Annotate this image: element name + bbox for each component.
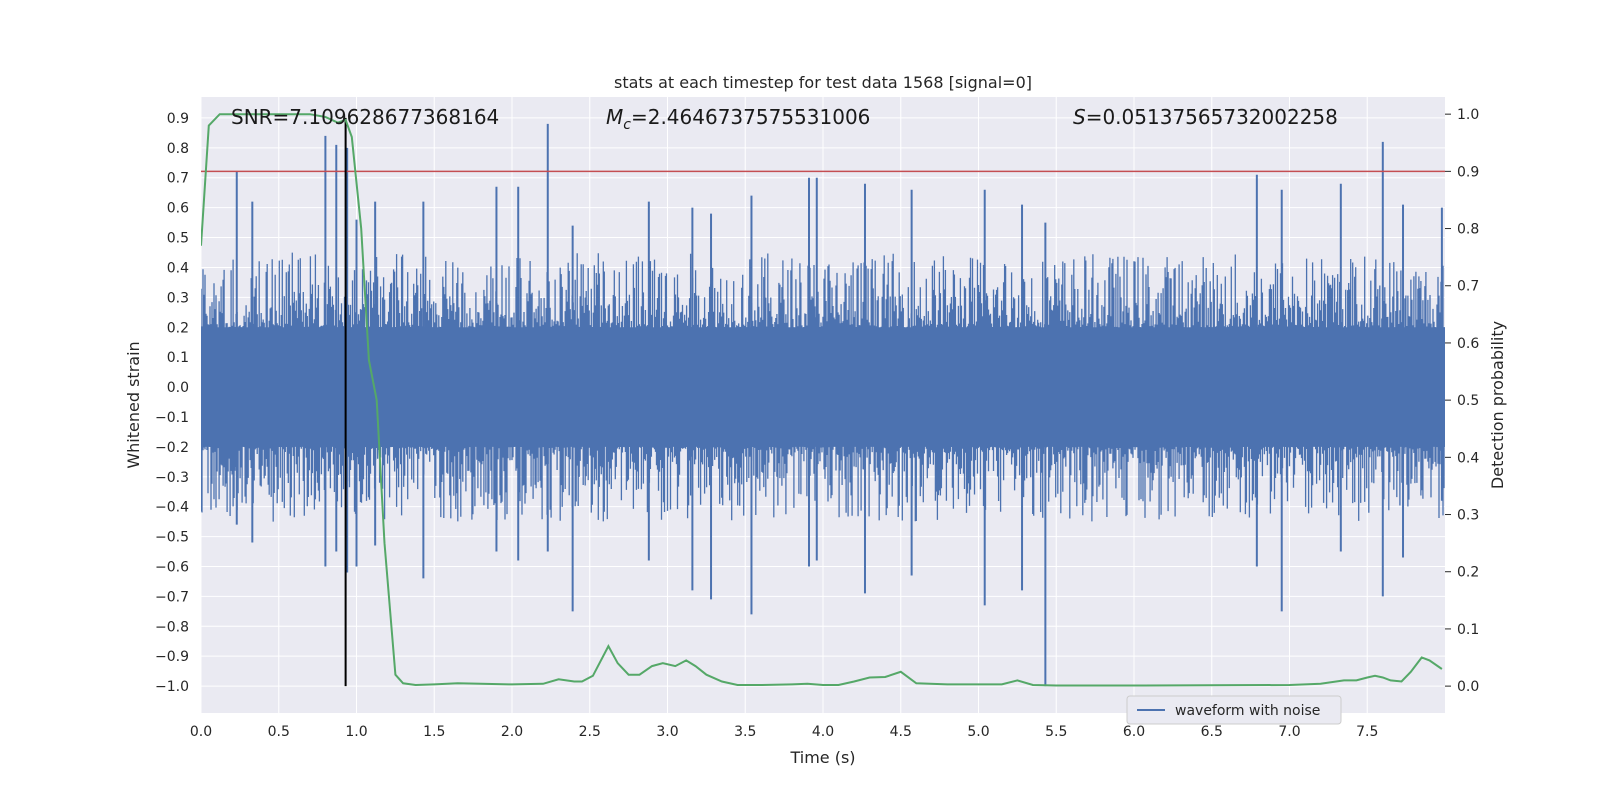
left-y-axis-label: Whitened strain — [124, 341, 143, 468]
chirp-mass-value: =2.4646737575531006 — [631, 105, 870, 129]
x-tick-label: 0.5 — [268, 724, 290, 740]
detection-probability-line — [201, 113, 1443, 687]
right-y-tick-label: 0.6 — [1457, 336, 1479, 352]
chirp-mass-symbol: M — [606, 105, 623, 129]
x-tick-label: 1.0 — [345, 724, 367, 740]
left-y-tick-label: 0.9 — [167, 111, 189, 127]
x-tick-label: 5.5 — [1045, 724, 1067, 740]
x-tick-label: 2.5 — [579, 724, 601, 740]
left-y-tick-labels: 0.9 0.8 0.7 0.6 0.5 0.4 0.3 0.2 0.1 0.0 −0.1 −0.2 −0… — [155, 111, 189, 695]
right-y-tick-labels: 1.0 0.9 0.8 0.7 0.6 0.5 0.4 0.3 0.2 0.1 0.0 — [1445, 107, 1479, 695]
x-tick-label: 4.5 — [890, 724, 912, 740]
left-y-tick-label: −0.5 — [155, 530, 189, 546]
x-tick-label: 7.0 — [1278, 724, 1300, 740]
chirp-mass-subscript: c — [623, 117, 631, 133]
s-annotation: S=0.05137565732002258 — [1073, 105, 1338, 129]
right-y-axis-label: Detection probability — [1488, 321, 1507, 489]
left-y-tick-label: −0.6 — [155, 559, 189, 575]
right-y-tick-label: 0.2 — [1457, 565, 1479, 581]
right-y-tick-label: 1.0 — [1457, 107, 1479, 123]
x-tick-label: 7.5 — [1356, 724, 1378, 740]
legend-entry-waveform: waveform with noise — [1175, 703, 1320, 719]
left-y-tick-label: −0.8 — [155, 619, 189, 635]
x-tick-labels: 0.0 0.5 1.0 1.5 2.0 2.5 3.0 3.5 4.0 4.5 5.0 5.5 6.0 6… — [190, 724, 1379, 740]
x-tick-label: 4.0 — [812, 724, 834, 740]
right-y-tick-label: 0.1 — [1457, 622, 1479, 638]
left-y-tick-label: 0.2 — [167, 320, 189, 336]
x-tick-label: 2.0 — [501, 724, 523, 740]
right-y-tick-label: 0.7 — [1457, 279, 1479, 295]
left-y-tick-label: −0.7 — [155, 589, 189, 605]
s-value: =0.05137565732002258 — [1086, 105, 1338, 129]
right-y-tick-label: 0.9 — [1457, 164, 1479, 180]
legend: waveform with noise — [1126, 695, 1342, 725]
x-tick-label: 6.5 — [1201, 724, 1223, 740]
right-y-tick-label: 0.4 — [1457, 450, 1479, 466]
left-y-tick-label: 0.0 — [167, 380, 189, 396]
legend-box — [1126, 695, 1342, 725]
x-tick-label: 5.0 — [967, 724, 989, 740]
left-y-tick-label: 0.5 — [167, 231, 189, 247]
right-y-tick-label: 0.5 — [1457, 393, 1479, 409]
right-y-tick-label: 0.3 — [1457, 508, 1479, 524]
left-y-tick-label: 0.7 — [167, 171, 189, 187]
left-y-tick-label: 0.6 — [167, 201, 189, 217]
snr-annotation: SNR=7.109628677368164 — [231, 105, 499, 129]
x-tick-label: 1.5 — [423, 724, 445, 740]
s-symbol: S — [1073, 105, 1086, 129]
waveform-series — [201, 123, 1445, 687]
left-y-tick-label: 0.4 — [167, 260, 189, 276]
left-y-tick-label: −1.0 — [155, 679, 189, 695]
left-y-tick-label: 0.3 — [167, 290, 189, 306]
left-y-tick-label: 0.8 — [167, 141, 189, 157]
x-axis-label: Time (s) — [789, 748, 855, 767]
x-tick-label: 3.0 — [656, 724, 678, 740]
right-y-tick-label: 0.0 — [1457, 679, 1479, 695]
x-tick-label: 0.0 — [190, 724, 212, 740]
left-y-tick-label: −0.9 — [155, 649, 189, 665]
left-y-tick-label: −0.2 — [155, 440, 189, 456]
chart-title: stats at each timestep for test data 156… — [614, 73, 1032, 92]
waveform-noise-band — [201, 252, 1445, 522]
left-y-tick-label: −0.3 — [155, 470, 189, 486]
chirp-mass-annotation: Mc=2.4646737575531006 — [606, 105, 870, 133]
left-y-tick-label: −0.4 — [155, 500, 189, 516]
right-y-tick-label: 0.8 — [1457, 222, 1479, 238]
x-tick-label: 3.5 — [734, 724, 756, 740]
left-y-tick-label: 0.1 — [167, 350, 189, 366]
left-y-tick-label: −0.1 — [155, 410, 189, 426]
x-tick-label: 6.0 — [1123, 724, 1145, 740]
